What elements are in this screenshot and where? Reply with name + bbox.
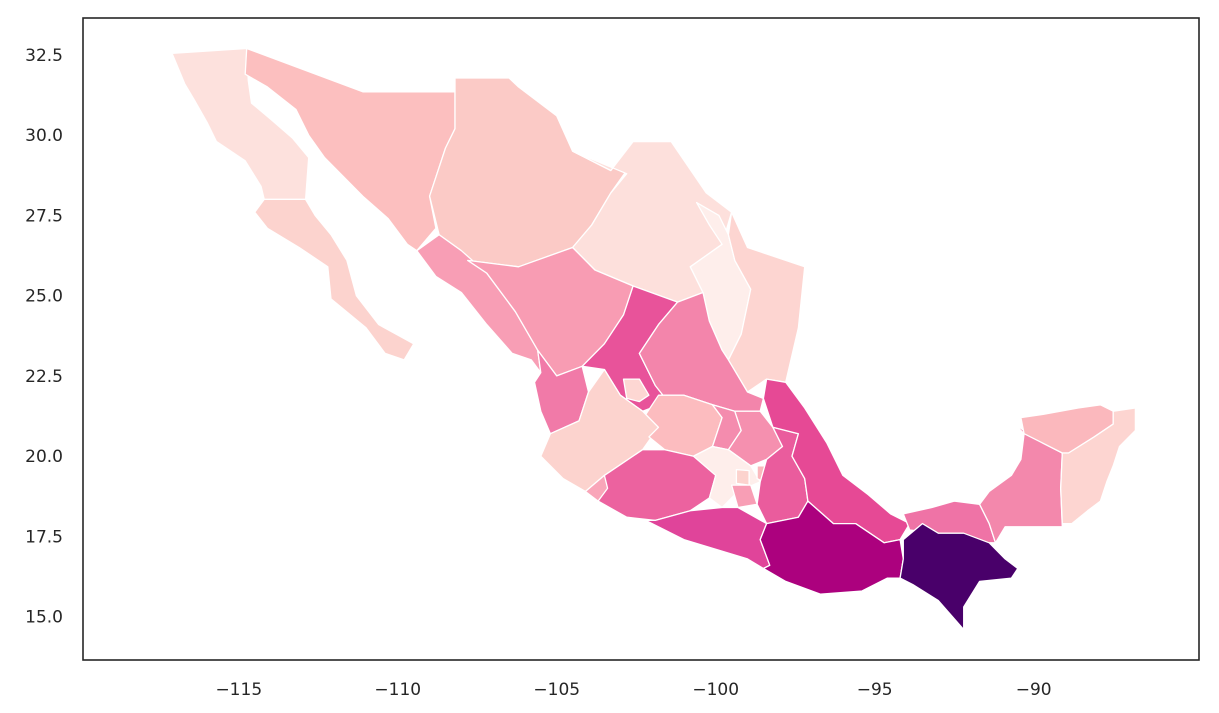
y-tick-label: 22.5: [25, 367, 63, 387]
y-tick-label: 20.0: [25, 447, 63, 467]
region-chiapas: [899, 522, 1019, 631]
region-baja-california-sur: [254, 198, 415, 361]
region-oaxaca: [759, 500, 904, 595]
x-tick-label: −95: [857, 680, 893, 700]
plot-frame: [82, 17, 1200, 661]
x-tick-label: −115: [215, 680, 262, 700]
y-tick-label: 32.5: [25, 46, 63, 66]
y-axis: 15.0 17.5 20.0 22.5 25.0 27.5 30.0 32.5: [25, 46, 63, 628]
region-colima: [584, 474, 609, 502]
region-aguascalientes: [622, 378, 650, 403]
x-tick-label: −105: [533, 680, 580, 700]
region-ciudad-de-mexico: [735, 468, 750, 486]
x-axis: −115 −110 −105 −100 −95 −90: [215, 680, 1052, 700]
state-regions: [171, 47, 1137, 631]
x-tick-label: −90: [1016, 680, 1052, 700]
y-tick-label: 30.0: [25, 126, 63, 146]
y-tick-label: 27.5: [25, 206, 63, 226]
x-tick-label: −110: [374, 680, 421, 700]
x-tick-label: −100: [692, 680, 739, 700]
y-tick-label: 15.0: [25, 608, 63, 628]
y-tick-label: 17.5: [25, 527, 63, 547]
y-tick-label: 25.0: [25, 287, 63, 307]
region-quintana-roo: [1060, 407, 1137, 525]
